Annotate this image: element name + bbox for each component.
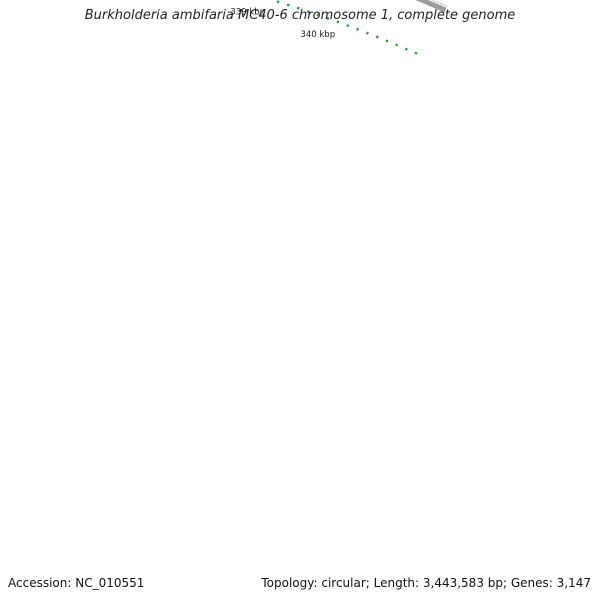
scale-tick [365, 31, 369, 35]
scale-tick [375, 35, 379, 39]
scale-tick [326, 16, 330, 20]
map-title: Burkholderia ambifaria MC40-6 chromosome… [84, 8, 516, 23]
scale-tick [385, 39, 389, 43]
genome-backbone [430, 0, 448, 8]
scale-tick [395, 43, 399, 47]
scale-tick [276, 0, 280, 4]
scale-tick [336, 20, 340, 24]
accession-text: Accession: NC_010551 [8, 576, 145, 590]
scale-tick [286, 3, 290, 7]
scale-tick [316, 13, 320, 17]
scale-tick [306, 10, 310, 14]
scale-tick [404, 47, 408, 51]
genome-backbone [415, 0, 447, 13]
scale-tick [356, 27, 360, 31]
topology-summary: Topology: circular; Length: 3,443,583 bp… [261, 576, 591, 590]
scale-label: 340 kbp [300, 30, 335, 40]
scale-tick [296, 6, 300, 10]
scale-tick [346, 24, 350, 28]
scale-tick [414, 51, 418, 55]
scale-label: 339 kbp [230, 7, 265, 17]
